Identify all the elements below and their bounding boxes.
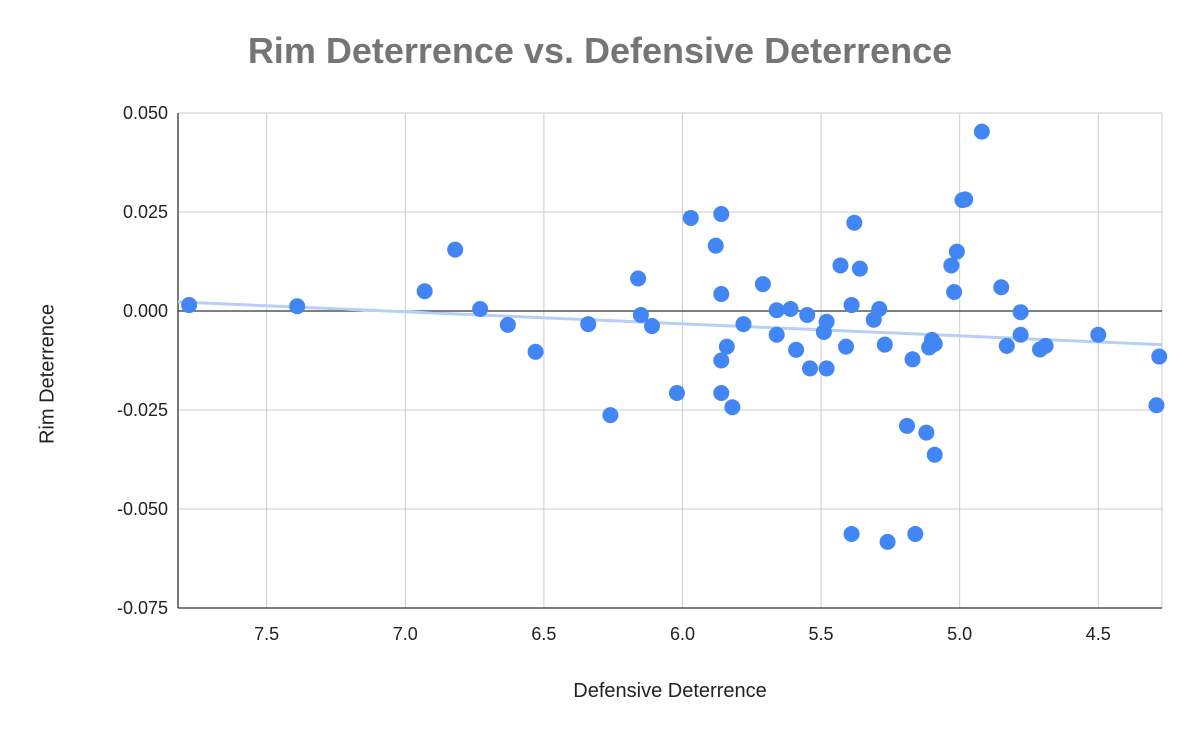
trendline: [177, 300, 1163, 347]
data-point: [1151, 348, 1168, 365]
data-point: [843, 297, 860, 314]
data-point: [580, 316, 597, 333]
data-point: [973, 123, 990, 140]
data-point: [904, 351, 921, 368]
data-point: [713, 285, 730, 302]
data-point: [602, 407, 619, 424]
data-point: [788, 341, 805, 358]
y-tick-label: 0.000: [123, 301, 168, 321]
data-point: [735, 316, 752, 333]
trendline-path: [177, 300, 1163, 347]
data-point: [527, 343, 544, 360]
data-point: [754, 276, 771, 293]
data-point: [630, 270, 647, 287]
tick-labels: 7.5 7.0 6.5 6.0 5.5 5.0 4.5 0.050 0.025 0.000 -0.0…: [117, 103, 1111, 644]
data-point: [993, 279, 1010, 296]
data-point: [668, 384, 685, 401]
data-point: [782, 301, 799, 318]
y-tick-label: -0.050: [117, 499, 168, 519]
data-point: [871, 301, 888, 318]
data-point: [1090, 326, 1107, 343]
data-point: [1012, 304, 1029, 321]
data-point: [846, 214, 863, 231]
data-point: [832, 257, 849, 274]
data-point: [1148, 397, 1165, 414]
data-point: [818, 360, 835, 377]
x-tick-label: 6.0: [670, 624, 695, 644]
data-point: [643, 318, 660, 335]
data-point: [998, 337, 1015, 354]
data-point: [943, 257, 960, 274]
data-point: [818, 313, 835, 330]
data-point: [801, 360, 818, 377]
data-point: [907, 525, 924, 542]
data-point: [1012, 326, 1029, 343]
data-point: [926, 446, 943, 463]
x-axis-title: Defensive Deterrence: [573, 680, 767, 702]
data-point: [946, 283, 963, 300]
data-point: [838, 338, 855, 355]
data-point: [724, 399, 741, 416]
x-tick-label: 4.5: [1086, 624, 1111, 644]
data-point: [499, 316, 516, 333]
data-points: [181, 123, 1168, 550]
y-tick-label: 0.050: [123, 103, 168, 123]
data-point: [843, 525, 860, 542]
x-tick-label: 6.5: [531, 624, 556, 644]
data-point: [472, 301, 489, 318]
data-point: [768, 302, 785, 319]
grid-lines: [177, 112, 1163, 609]
data-point: [876, 336, 893, 353]
data-point: [713, 205, 730, 222]
data-point: [289, 298, 306, 315]
x-tick-label: 7.0: [393, 624, 418, 644]
data-point: [799, 306, 816, 323]
chart-title: Rim Deterrence vs. Defensive Deterrence: [247, 30, 953, 71]
data-point: [768, 326, 785, 343]
y-tick-label: -0.025: [117, 400, 168, 420]
data-point: [1037, 337, 1054, 354]
data-point: [682, 209, 699, 226]
x-tick-label: 5.5: [809, 624, 834, 644]
data-point: [948, 243, 965, 260]
y-tick-label: 0.025: [123, 202, 168, 222]
x-tick-label: 7.5: [254, 624, 279, 644]
data-point: [918, 424, 935, 441]
data-point: [707, 237, 724, 254]
data-point: [181, 297, 198, 314]
data-point: [851, 260, 868, 277]
data-point: [632, 306, 649, 323]
data-point: [898, 417, 915, 434]
data-point: [926, 335, 943, 352]
y-axis-title: Rim Deterrence: [36, 303, 59, 445]
data-point: [416, 283, 433, 300]
data-point: [713, 384, 730, 401]
data-point: [718, 338, 735, 355]
data-point: [957, 191, 974, 208]
data-point: [713, 352, 730, 369]
data-point: [447, 241, 464, 258]
data-point: [879, 533, 896, 550]
x-tick-label: 5.0: [947, 624, 972, 644]
y-tick-label: -0.075: [117, 598, 168, 618]
